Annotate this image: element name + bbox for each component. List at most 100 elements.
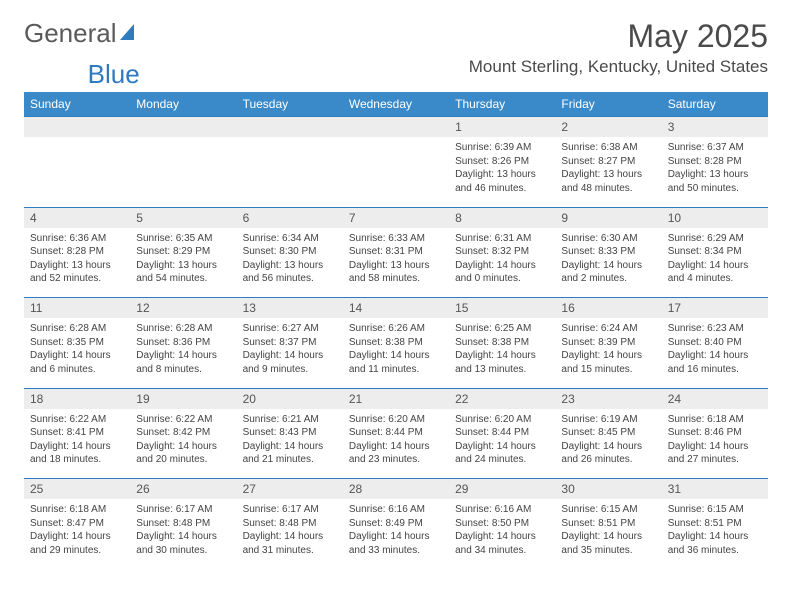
daynum: 22	[449, 388, 555, 409]
info-row: Sunrise: 6:28 AMSunset: 8:35 PMDaylight:…	[24, 318, 768, 388]
day-cell: Sunrise: 6:34 AMSunset: 8:30 PMDaylight:…	[237, 228, 343, 298]
daylight-line2: and 18 minutes.	[30, 453, 124, 467]
day-cell: Sunrise: 6:18 AMSunset: 8:46 PMDaylight:…	[662, 409, 768, 479]
daynum: 16	[555, 298, 661, 319]
sunrise: Sunrise: 6:16 AM	[455, 503, 549, 517]
daynum	[130, 117, 236, 138]
daynum-row: 25262728293031	[24, 479, 768, 500]
daynum-row: 1 2 3	[24, 117, 768, 138]
sunset: Sunset: 8:44 PM	[455, 426, 549, 440]
sunset: Sunset: 8:44 PM	[349, 426, 443, 440]
sunset: Sunset: 8:28 PM	[30, 245, 124, 259]
daylight-line2: and 20 minutes.	[136, 453, 230, 467]
sunrise: Sunrise: 6:20 AM	[455, 413, 549, 427]
daylight-line1: Daylight: 14 hours	[136, 440, 230, 454]
sunset: Sunset: 8:27 PM	[561, 155, 655, 169]
daylight-line2: and 58 minutes.	[349, 272, 443, 286]
daylight-line1: Daylight: 13 hours	[561, 168, 655, 182]
sunset: Sunset: 8:51 PM	[561, 517, 655, 531]
sunrise: Sunrise: 6:16 AM	[349, 503, 443, 517]
daylight-line2: and 54 minutes.	[136, 272, 230, 286]
daylight-line2: and 8 minutes.	[136, 363, 230, 377]
day-header-row: Sunday Monday Tuesday Wednesday Thursday…	[24, 92, 768, 117]
brand-part1: General	[24, 18, 117, 49]
daylight-line1: Daylight: 14 hours	[668, 530, 762, 544]
day-cell: Sunrise: 6:21 AMSunset: 8:43 PMDaylight:…	[237, 409, 343, 479]
day-cell: Sunrise: 6:27 AMSunset: 8:37 PMDaylight:…	[237, 318, 343, 388]
daynum-row: 45678910	[24, 207, 768, 228]
sunset: Sunset: 8:28 PM	[668, 155, 762, 169]
daynum: 31	[662, 479, 768, 500]
sunrise: Sunrise: 6:37 AM	[668, 141, 762, 155]
brand-triangle-icon	[120, 24, 134, 40]
daylight-line2: and 15 minutes.	[561, 363, 655, 377]
day-cell: Sunrise: 6:35 AMSunset: 8:29 PMDaylight:…	[130, 228, 236, 298]
day-cell: Sunrise: 6:36 AMSunset: 8:28 PMDaylight:…	[24, 228, 130, 298]
daynum	[237, 117, 343, 138]
daylight-line1: Daylight: 13 hours	[668, 168, 762, 182]
sunrise: Sunrise: 6:28 AM	[136, 322, 230, 336]
day-cell: Sunrise: 6:25 AMSunset: 8:38 PMDaylight:…	[449, 318, 555, 388]
day-cell: Sunrise: 6:29 AMSunset: 8:34 PMDaylight:…	[662, 228, 768, 298]
day-cell	[24, 137, 130, 207]
daylight-line1: Daylight: 14 hours	[349, 530, 443, 544]
daynum: 15	[449, 298, 555, 319]
day-cell: Sunrise: 6:39 AMSunset: 8:26 PMDaylight:…	[449, 137, 555, 207]
daylight-line1: Daylight: 14 hours	[30, 440, 124, 454]
sunset: Sunset: 8:29 PM	[136, 245, 230, 259]
daylight-line2: and 29 minutes.	[30, 544, 124, 558]
info-row: Sunrise: 6:39 AMSunset: 8:26 PMDaylight:…	[24, 137, 768, 207]
sunrise: Sunrise: 6:17 AM	[243, 503, 337, 517]
day-cell: Sunrise: 6:37 AMSunset: 8:28 PMDaylight:…	[662, 137, 768, 207]
dayhead-thu: Thursday	[449, 92, 555, 117]
sunset: Sunset: 8:38 PM	[349, 336, 443, 350]
daylight-line1: Daylight: 13 hours	[30, 259, 124, 273]
daynum: 8	[449, 207, 555, 228]
daylight-line2: and 4 minutes.	[668, 272, 762, 286]
brand-logo: General	[24, 18, 136, 49]
daylight-line2: and 11 minutes.	[349, 363, 443, 377]
sunrise: Sunrise: 6:22 AM	[30, 413, 124, 427]
daynum: 3	[662, 117, 768, 138]
sunset: Sunset: 8:51 PM	[668, 517, 762, 531]
day-cell: Sunrise: 6:22 AMSunset: 8:42 PMDaylight:…	[130, 409, 236, 479]
daynum: 17	[662, 298, 768, 319]
sunrise: Sunrise: 6:18 AM	[30, 503, 124, 517]
sunset: Sunset: 8:30 PM	[243, 245, 337, 259]
day-cell: Sunrise: 6:15 AMSunset: 8:51 PMDaylight:…	[555, 499, 661, 569]
sunrise: Sunrise: 6:34 AM	[243, 232, 337, 246]
day-cell: Sunrise: 6:28 AMSunset: 8:36 PMDaylight:…	[130, 318, 236, 388]
daynum-row: 11121314151617	[24, 298, 768, 319]
daylight-line1: Daylight: 14 hours	[136, 530, 230, 544]
sunset: Sunset: 8:50 PM	[455, 517, 549, 531]
day-cell: Sunrise: 6:15 AMSunset: 8:51 PMDaylight:…	[662, 499, 768, 569]
calendar-body: 1 2 3 Sunrise: 6:39 AMSunset: 8:26 PMDay…	[24, 117, 768, 570]
day-cell: Sunrise: 6:22 AMSunset: 8:41 PMDaylight:…	[24, 409, 130, 479]
daynum: 13	[237, 298, 343, 319]
sunset: Sunset: 8:34 PM	[668, 245, 762, 259]
daylight-line2: and 0 minutes.	[455, 272, 549, 286]
sunrise: Sunrise: 6:33 AM	[349, 232, 443, 246]
sunset: Sunset: 8:32 PM	[455, 245, 549, 259]
daynum: 14	[343, 298, 449, 319]
daylight-line1: Daylight: 14 hours	[30, 530, 124, 544]
sunrise: Sunrise: 6:30 AM	[561, 232, 655, 246]
daynum: 1	[449, 117, 555, 138]
sunrise: Sunrise: 6:24 AM	[561, 322, 655, 336]
daynum: 20	[237, 388, 343, 409]
daynum: 12	[130, 298, 236, 319]
dayhead-sat: Saturday	[662, 92, 768, 117]
daylight-line1: Daylight: 14 hours	[668, 349, 762, 363]
daynum-row: 18192021222324	[24, 388, 768, 409]
daynum: 25	[24, 479, 130, 500]
day-cell: Sunrise: 6:24 AMSunset: 8:39 PMDaylight:…	[555, 318, 661, 388]
daylight-line2: and 35 minutes.	[561, 544, 655, 558]
sunrise: Sunrise: 6:18 AM	[668, 413, 762, 427]
sunrise: Sunrise: 6:39 AM	[455, 141, 549, 155]
daylight-line1: Daylight: 14 hours	[30, 349, 124, 363]
dayhead-mon: Monday	[130, 92, 236, 117]
sunrise: Sunrise: 6:36 AM	[30, 232, 124, 246]
sunrise: Sunrise: 6:19 AM	[561, 413, 655, 427]
daylight-line2: and 48 minutes.	[561, 182, 655, 196]
info-row: Sunrise: 6:22 AMSunset: 8:41 PMDaylight:…	[24, 409, 768, 479]
